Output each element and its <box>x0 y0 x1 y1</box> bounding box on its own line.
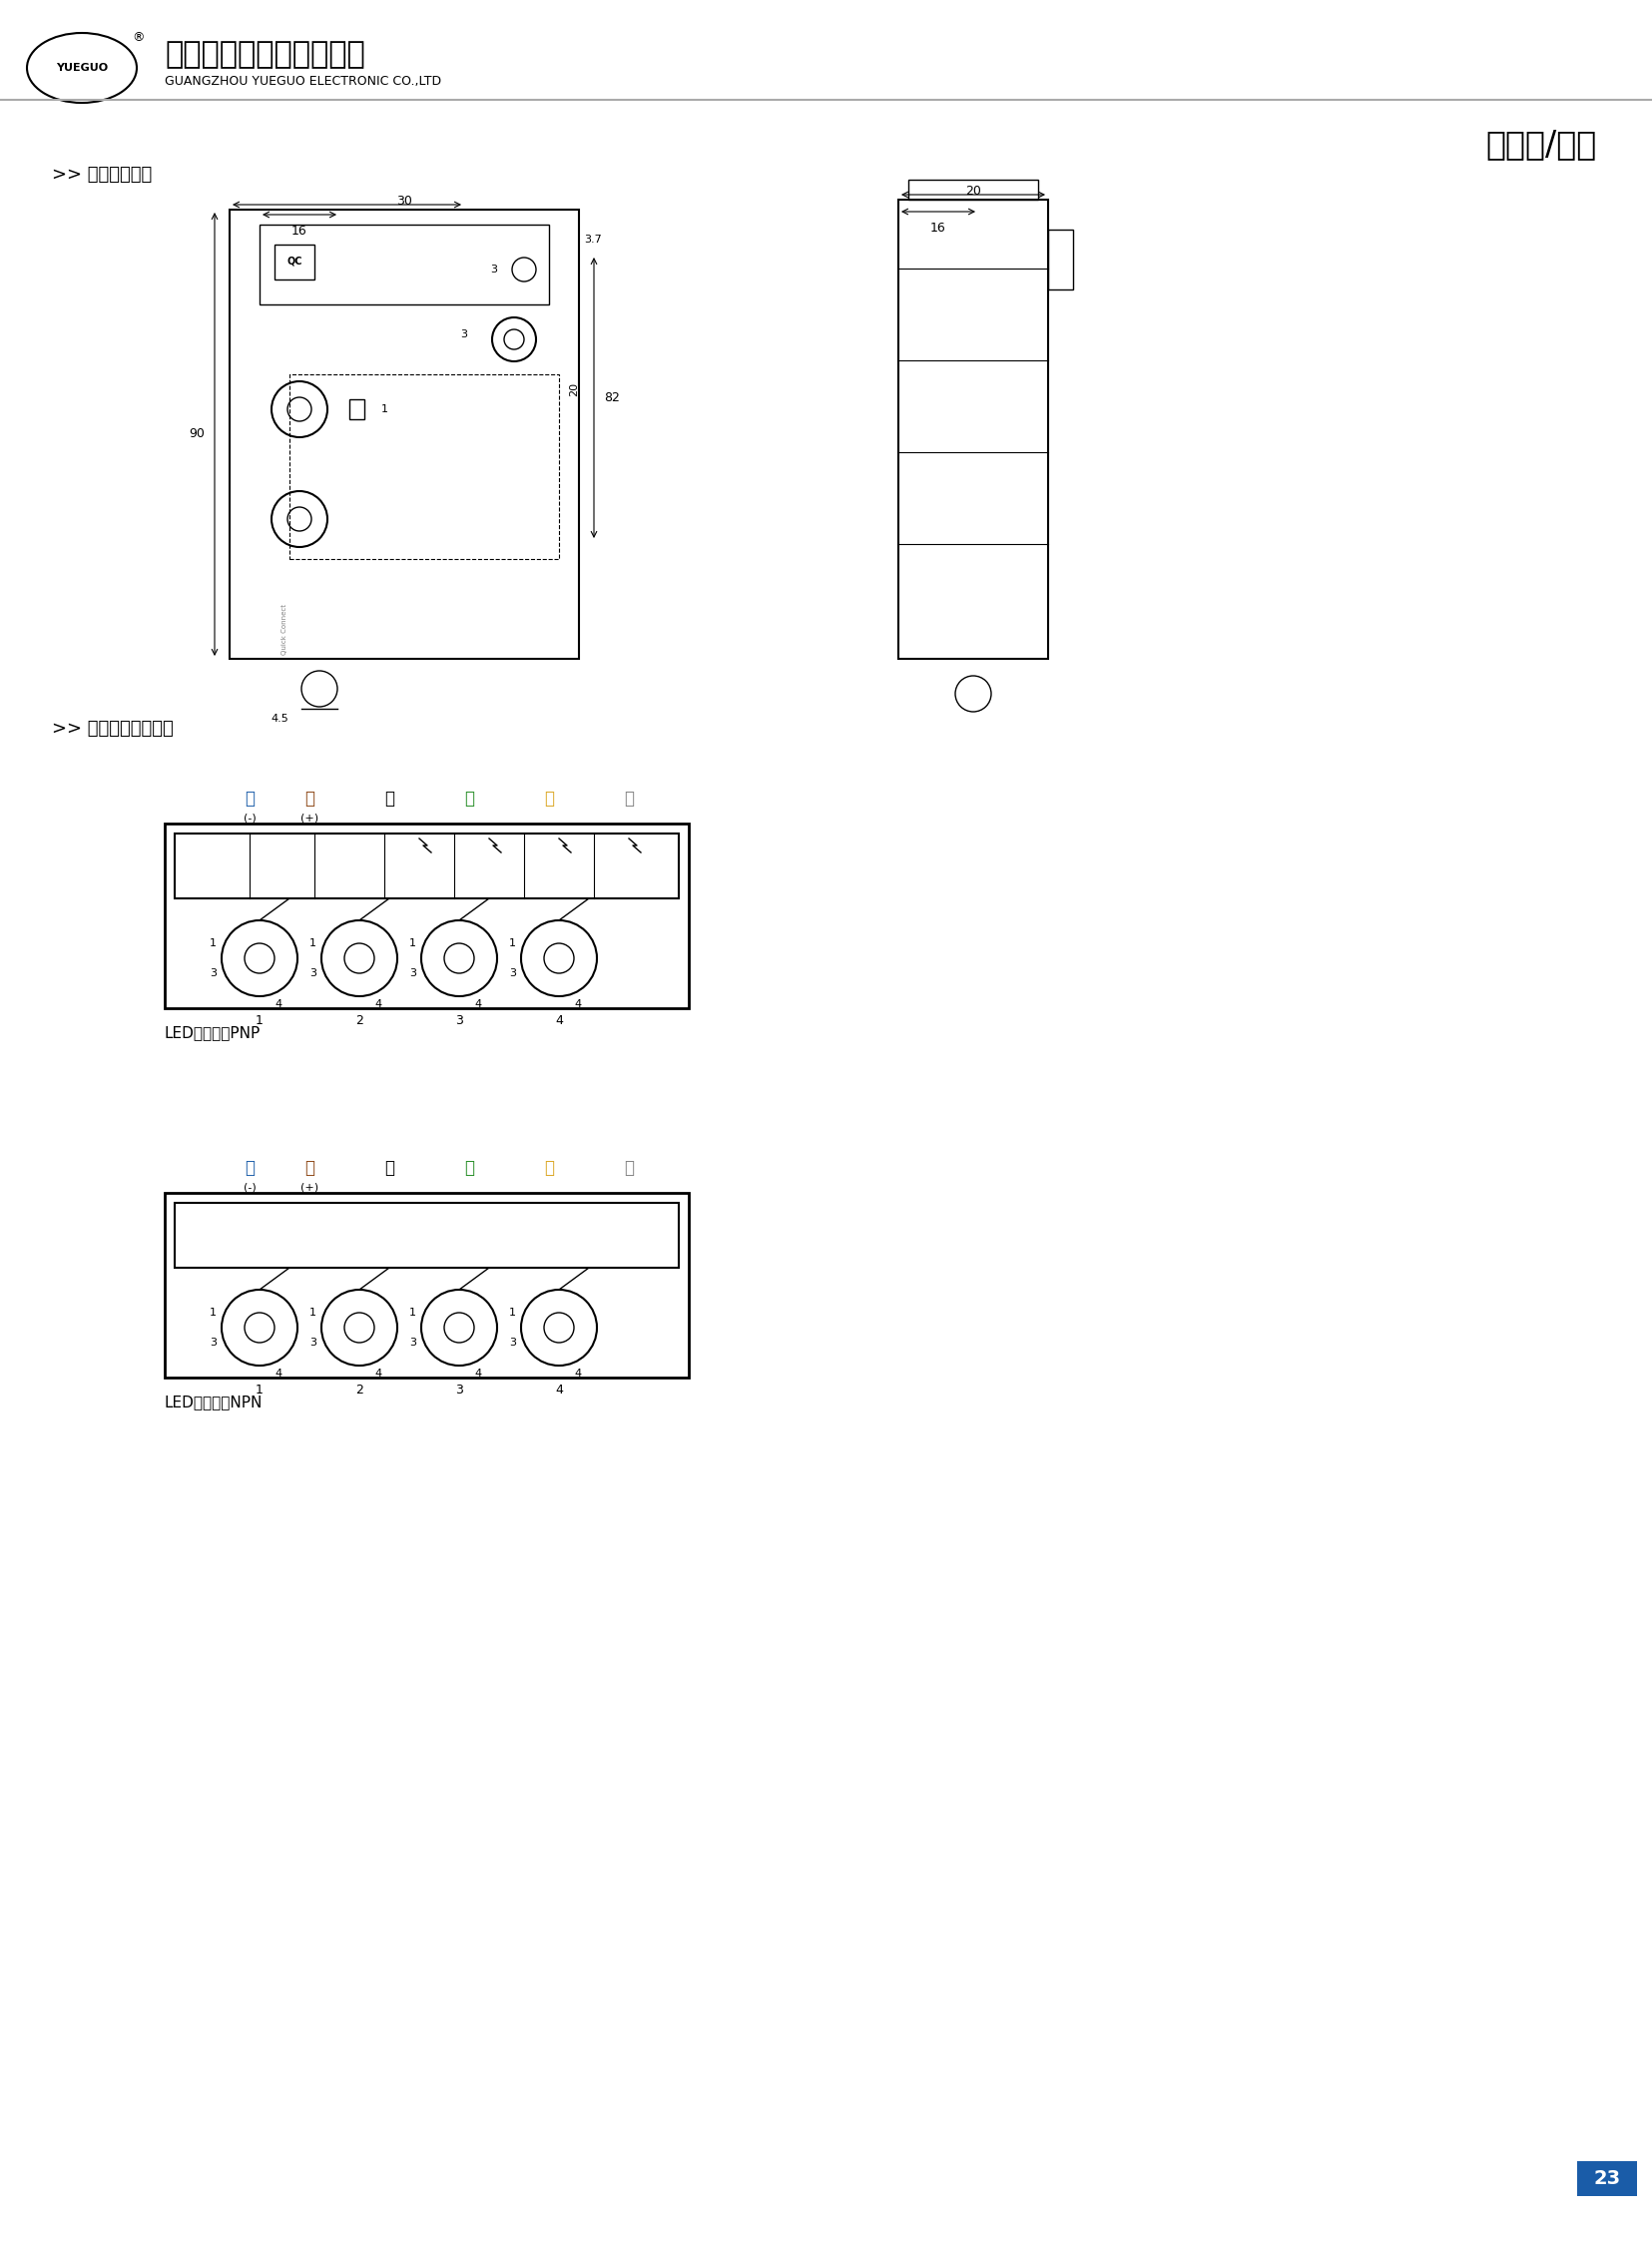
Text: 1: 1 <box>509 1309 515 1318</box>
Text: 3: 3 <box>309 968 317 979</box>
Text: 1: 1 <box>256 1385 263 1396</box>
Text: 广州市跃国电子有限公司: 广州市跃国电子有限公司 <box>165 40 365 69</box>
Text: 3: 3 <box>210 1338 216 1347</box>
Text: (+): (+) <box>301 1183 319 1192</box>
Text: 白: 白 <box>385 789 395 807</box>
Text: 3: 3 <box>410 968 416 979</box>
Text: 4: 4 <box>274 999 282 1008</box>
Text: 1: 1 <box>210 939 216 948</box>
Bar <box>259 224 548 305</box>
Text: 1: 1 <box>410 1309 416 1318</box>
Text: >> 分线盒接线示意图: >> 分线盒接线示意图 <box>51 719 173 737</box>
Bar <box>909 179 1037 199</box>
Text: 3: 3 <box>509 968 515 979</box>
Text: (-): (-) <box>243 1183 256 1192</box>
Text: 黄: 黄 <box>544 789 553 807</box>
Text: 4: 4 <box>375 999 382 1008</box>
Bar <box>289 374 558 558</box>
Text: 3: 3 <box>456 1015 463 1029</box>
Text: 20: 20 <box>965 184 981 197</box>
Text: 4: 4 <box>375 1369 382 1378</box>
Text: 3: 3 <box>410 1338 416 1347</box>
Bar <box>165 1192 689 1378</box>
Text: 16: 16 <box>292 224 307 238</box>
Text: Quick Connect: Quick Connect <box>281 603 287 654</box>
Text: 1: 1 <box>309 939 317 948</box>
Text: 3.7: 3.7 <box>583 235 601 244</box>
Text: 蓝: 蓝 <box>244 1159 254 1177</box>
Bar <box>899 199 1047 659</box>
Text: 灰: 灰 <box>624 1159 634 1177</box>
Text: 4: 4 <box>575 999 582 1008</box>
Text: 1: 1 <box>410 939 416 948</box>
Text: 白: 白 <box>385 1159 395 1177</box>
Text: 绿: 绿 <box>464 789 474 807</box>
Text: 蓝: 蓝 <box>244 789 254 807</box>
Text: 4: 4 <box>555 1385 563 1396</box>
Bar <box>1578 2160 1637 2196</box>
Text: 23: 23 <box>1594 2169 1621 2189</box>
Text: (-): (-) <box>243 813 256 822</box>
Text: 绿: 绿 <box>464 1159 474 1177</box>
Text: 棕: 棕 <box>304 1159 314 1177</box>
Text: 2: 2 <box>355 1015 363 1029</box>
Text: 4: 4 <box>575 1369 582 1378</box>
Text: 灰: 灰 <box>624 789 634 807</box>
Text: 3: 3 <box>309 1338 317 1347</box>
Text: 30: 30 <box>396 195 413 208</box>
Text: ®: ® <box>132 31 145 45</box>
Text: 1: 1 <box>382 403 388 415</box>
Text: 3: 3 <box>509 1338 515 1347</box>
Bar <box>274 244 314 280</box>
Text: 棕: 棕 <box>304 789 314 807</box>
Text: 1: 1 <box>256 1015 263 1029</box>
Text: 90: 90 <box>188 428 205 441</box>
Text: 82: 82 <box>605 392 620 403</box>
Text: 分线盒/模块: 分线盒/模块 <box>1487 128 1597 161</box>
Text: 1: 1 <box>509 939 515 948</box>
Text: 16: 16 <box>930 222 947 235</box>
Text: 3: 3 <box>456 1385 463 1396</box>
Bar <box>230 211 578 659</box>
Bar <box>175 834 679 899</box>
Text: >> 分线盒尺寸图: >> 分线盒尺寸图 <box>51 166 152 184</box>
Text: 2: 2 <box>355 1385 363 1396</box>
Text: LED指示灯：PNP: LED指示灯：PNP <box>165 1026 261 1040</box>
Text: 黄: 黄 <box>544 1159 553 1177</box>
Text: LED指示灯：NPN: LED指示灯：NPN <box>165 1394 263 1410</box>
Text: 3: 3 <box>210 968 216 979</box>
Text: 4: 4 <box>474 1369 482 1378</box>
Text: 4: 4 <box>555 1015 563 1029</box>
Text: YUEGUO: YUEGUO <box>56 63 107 74</box>
Text: 4.5: 4.5 <box>271 713 289 724</box>
Text: 20: 20 <box>568 383 578 397</box>
Text: 1: 1 <box>210 1309 216 1318</box>
Bar <box>175 1203 679 1268</box>
Text: (+): (+) <box>301 813 319 822</box>
Text: 1: 1 <box>309 1309 317 1318</box>
Text: 4: 4 <box>274 1369 282 1378</box>
Text: GUANGZHOU YUEGUO ELECTRONIC CO.,LTD: GUANGZHOU YUEGUO ELECTRONIC CO.,LTD <box>165 76 441 87</box>
Bar <box>1047 229 1074 289</box>
Bar <box>165 822 689 1008</box>
Text: 4: 4 <box>474 999 482 1008</box>
Text: QC: QC <box>287 255 302 267</box>
Text: 3: 3 <box>491 264 497 273</box>
Text: 3: 3 <box>461 329 468 338</box>
Bar <box>349 399 365 419</box>
Text: 2: 2 <box>291 403 297 415</box>
